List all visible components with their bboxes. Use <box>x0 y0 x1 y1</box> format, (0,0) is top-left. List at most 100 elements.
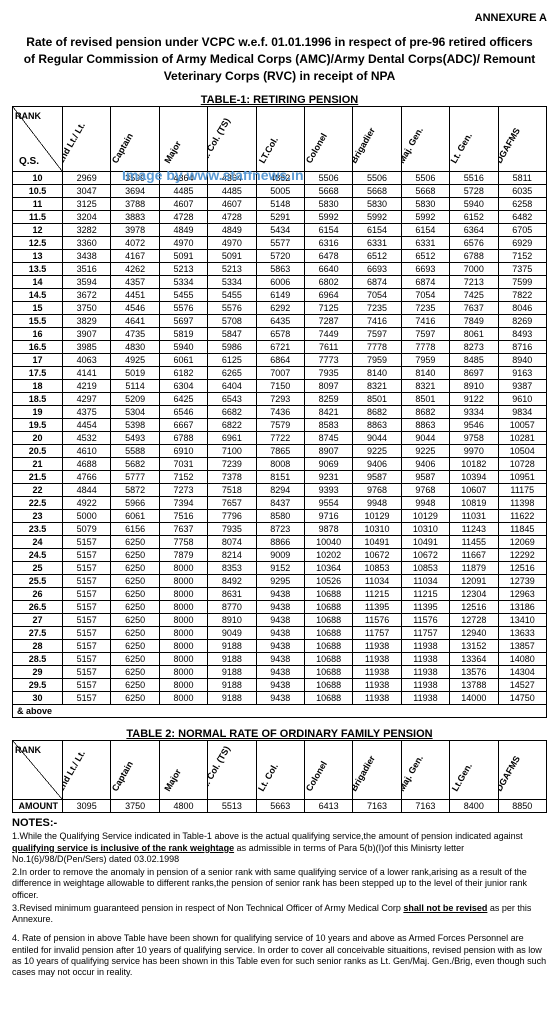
value-cell: 10853 <box>401 562 449 575</box>
value-cell: 5091 <box>159 250 207 263</box>
value-cell: 9948 <box>353 497 401 510</box>
value-cell: 6154 <box>401 224 449 237</box>
value-cell: 6316 <box>304 237 352 250</box>
table-row: 28.5515762508000918894381068811938119381… <box>13 653 547 666</box>
table-row: 2751576250800089109438106881157611576127… <box>13 614 547 627</box>
value-cell: 11667 <box>450 549 498 562</box>
value-cell: 9970 <box>450 445 498 458</box>
value-cell: 11938 <box>353 666 401 679</box>
table-row: 21.5476657777152737881519231958795871039… <box>13 471 547 484</box>
value-cell: 6149 <box>256 289 304 302</box>
table1-col-6: Brigadier <box>353 107 401 172</box>
value-cell: 8321 <box>401 380 449 393</box>
value-cell: 8485 <box>450 354 498 367</box>
value-cell: 9122 <box>450 393 498 406</box>
value-cell: 3985 <box>63 341 111 354</box>
value-cell: 5019 <box>111 367 159 380</box>
value-cell: 7293 <box>256 393 304 406</box>
value-cell: 4364 <box>159 172 207 185</box>
table-row: 18.5429752096425654372938259850185019122… <box>13 393 547 406</box>
value-cell: 12516 <box>450 601 498 614</box>
value-cell: 6864 <box>256 354 304 367</box>
value-cell: 5986 <box>208 341 256 354</box>
qs-cell: 15 <box>13 302 63 315</box>
table2-col-6: Brigadier <box>353 741 401 800</box>
value-cell: 8492 <box>208 575 256 588</box>
value-cell: 5157 <box>63 653 111 666</box>
value-cell: 6693 <box>401 263 449 276</box>
value-cell: 9587 <box>401 471 449 484</box>
value-cell: 5863 <box>256 263 304 276</box>
value-cell: 6705 <box>498 224 546 237</box>
value-cell: 14000 <box>450 692 498 705</box>
qs-cell: 12.5 <box>13 237 63 250</box>
value-cell: 8910 <box>450 380 498 393</box>
value-cell: 6250 <box>111 679 159 692</box>
value-cell: 4141 <box>63 367 111 380</box>
value-cell: 4970 <box>159 237 207 250</box>
value-cell: 4063 <box>63 354 111 367</box>
value-cell: 5728 <box>450 185 498 198</box>
value-cell: 10310 <box>353 523 401 536</box>
value-cell: 8000 <box>159 653 207 666</box>
value-cell: 8000 <box>159 601 207 614</box>
value-cell: 3282 <box>63 224 111 237</box>
value-cell: 7778 <box>353 341 401 354</box>
value-cell: 10688 <box>304 627 352 640</box>
value-cell: 8140 <box>353 367 401 380</box>
value-cell: 7000 <box>450 263 498 276</box>
qs-cell: 14.5 <box>13 289 63 302</box>
value-cell: 9438 <box>256 627 304 640</box>
table-row: 1131253788460746075148583058305830594062… <box>13 198 547 211</box>
value-cell: 7778 <box>401 341 449 354</box>
qs-cell: 11 <box>13 198 63 211</box>
value-cell: 3829 <box>63 315 111 328</box>
notes-title: NOTES:- <box>12 817 547 829</box>
value-cell: 8910 <box>208 614 256 627</box>
value-cell: 11845 <box>498 523 546 536</box>
value-cell: 7449 <box>304 328 352 341</box>
table-row: 1639074735581958476578744975977597806184… <box>13 328 547 341</box>
value-cell: 4607 <box>208 198 256 211</box>
table-row: 13.5351642625213521358636640669366937000… <box>13 263 547 276</box>
value-cell: 7239 <box>208 458 256 471</box>
qs-cell: 10.5 <box>13 185 63 198</box>
value-cell: 10182 <box>450 458 498 471</box>
table2-col-9: DGAFMS <box>498 741 546 800</box>
table2: RANK2nd Lt./ Lt.CaptainMajorLt. Col. (TS… <box>12 740 547 813</box>
value-cell: 8697 <box>450 367 498 380</box>
value-cell: 6250 <box>111 588 159 601</box>
value-cell: 8000 <box>159 614 207 627</box>
value-cell: 7935 <box>304 367 352 380</box>
value-cell: 8000 <box>159 588 207 601</box>
value-cell: 7516 <box>159 510 207 523</box>
value-cell: 6721 <box>256 341 304 354</box>
value-cell: 10688 <box>304 666 352 679</box>
qs-cell: 17.5 <box>13 367 63 380</box>
table2-col-2: Major <box>159 741 207 800</box>
value-cell: 9438 <box>256 614 304 627</box>
table2-col-3: Lt. Col. (TS) <box>208 741 256 800</box>
value-cell: 7796 <box>208 510 256 523</box>
qs-cell: 20 <box>13 432 63 445</box>
value-cell: 8770 <box>208 601 256 614</box>
value-cell: 9188 <box>208 679 256 692</box>
value-cell: 11879 <box>450 562 498 575</box>
value-cell: 5213 <box>208 263 256 276</box>
table-row: 12.5336040724970497055776316633163316576… <box>13 237 547 250</box>
table-row: 2951576250800091889438106881193811938135… <box>13 666 547 679</box>
value-cell: 14750 <box>498 692 546 705</box>
value-cell: 8061 <box>450 328 498 341</box>
value-cell: 7637 <box>159 523 207 536</box>
table-row: 27.5515762508000904994381068811757117571… <box>13 627 547 640</box>
value-cell: 9878 <box>304 523 352 536</box>
value-cell: 11938 <box>353 692 401 705</box>
value-cell: 8580 <box>256 510 304 523</box>
value-cell: 5830 <box>304 198 352 211</box>
value-cell: 11215 <box>401 588 449 601</box>
value-cell: 5334 <box>208 276 256 289</box>
value-cell: 7597 <box>353 328 401 341</box>
table-row: 2045325493678869617722874590449044975810… <box>13 432 547 445</box>
value-cell: 7163 <box>401 800 449 813</box>
value-cell: 5157 <box>63 640 111 653</box>
